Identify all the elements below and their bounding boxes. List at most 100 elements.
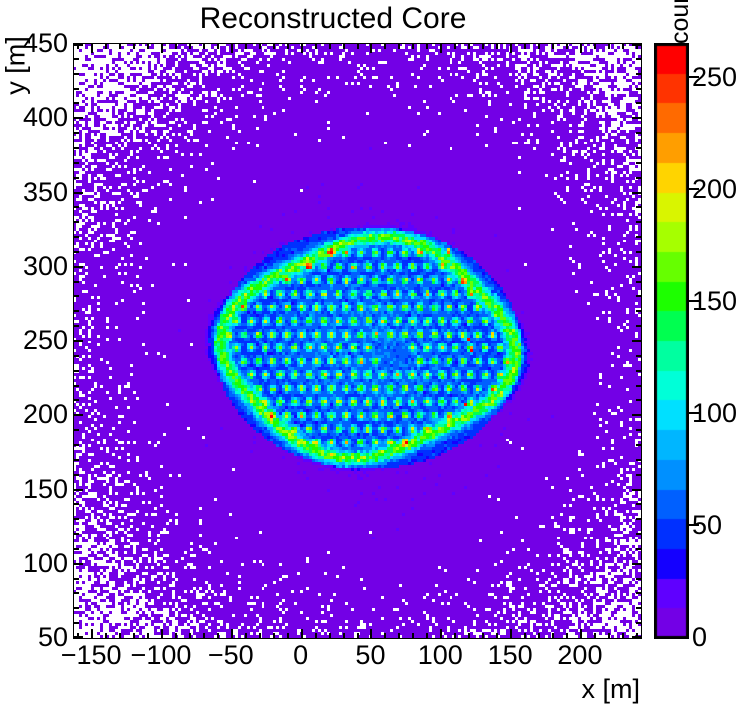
histogram-canvas[interactable] bbox=[74, 44, 641, 638]
tick-mark bbox=[202, 44, 205, 49]
tick-mark bbox=[286, 44, 289, 49]
tick-mark bbox=[216, 44, 219, 49]
tick-mark bbox=[244, 633, 247, 638]
y-axis-title: y [m] bbox=[0, 36, 31, 95]
tick-mark bbox=[632, 340, 641, 342]
tick-mark bbox=[636, 429, 641, 432]
tick-mark bbox=[412, 633, 415, 638]
tick-mark bbox=[147, 44, 150, 49]
tick-mark bbox=[328, 633, 331, 638]
tick-mark bbox=[286, 633, 289, 638]
x-tick-label: 100 bbox=[417, 640, 463, 670]
tick-mark bbox=[74, 325, 79, 328]
colorbar-tick-mark bbox=[687, 299, 699, 302]
tick-mark bbox=[74, 577, 79, 580]
x-tick-label: 150 bbox=[487, 640, 533, 670]
tick-mark bbox=[258, 633, 261, 638]
tick-mark bbox=[636, 458, 641, 461]
y-tick-label: 350 bbox=[22, 176, 68, 207]
tick-mark bbox=[74, 547, 79, 550]
tick-mark bbox=[621, 633, 624, 638]
tick-mark bbox=[74, 533, 79, 536]
tick-mark bbox=[147, 633, 150, 638]
chart-title: Reconstructed Core bbox=[199, 2, 467, 35]
x-tick-label: −100 bbox=[130, 640, 192, 670]
tick-mark bbox=[440, 629, 443, 638]
tick-mark bbox=[174, 633, 177, 638]
tick-mark bbox=[579, 629, 582, 638]
tick-mark bbox=[636, 369, 641, 372]
tick-mark bbox=[636, 146, 641, 149]
tick-mark bbox=[454, 44, 457, 49]
tick-mark bbox=[635, 633, 638, 638]
tick-mark bbox=[272, 633, 275, 638]
tick-mark bbox=[74, 384, 79, 387]
y-tick-label: 450 bbox=[22, 28, 68, 58]
plot-area[interactable] bbox=[73, 43, 642, 639]
tick-mark bbox=[482, 44, 485, 49]
tick-mark bbox=[74, 592, 79, 595]
tick-mark bbox=[328, 44, 331, 49]
tick-mark bbox=[74, 102, 79, 105]
tick-mark bbox=[636, 592, 641, 595]
tick-mark bbox=[74, 518, 79, 521]
tick-mark bbox=[188, 44, 191, 49]
tick-mark bbox=[74, 295, 79, 298]
tick-mark bbox=[74, 369, 79, 372]
y-tick-label: 100 bbox=[22, 547, 68, 578]
tick-mark bbox=[565, 44, 568, 49]
tick-mark bbox=[105, 633, 108, 638]
tick-mark bbox=[636, 72, 641, 75]
tick-mark bbox=[370, 44, 373, 53]
tick-mark bbox=[160, 629, 163, 638]
tick-mark bbox=[496, 44, 499, 49]
tick-mark bbox=[636, 547, 641, 550]
tick-mark bbox=[74, 72, 79, 75]
tick-mark bbox=[632, 265, 641, 268]
tick-mark bbox=[636, 236, 641, 239]
tick-mark bbox=[440, 44, 443, 53]
tick-mark bbox=[133, 633, 136, 638]
x-tick-label: 50 bbox=[355, 640, 386, 670]
tick-mark bbox=[510, 629, 513, 638]
tick-mark bbox=[91, 44, 94, 53]
tick-mark bbox=[202, 633, 205, 638]
tick-mark bbox=[370, 629, 373, 638]
colorbar-tick-mark bbox=[687, 75, 699, 78]
tick-mark bbox=[119, 44, 122, 49]
tick-mark bbox=[77, 44, 80, 49]
tick-mark bbox=[538, 633, 541, 638]
tick-mark bbox=[632, 117, 641, 120]
tick-mark bbox=[342, 633, 345, 638]
tick-mark bbox=[74, 310, 79, 313]
colorbar-tick-mark bbox=[687, 523, 699, 526]
colorbar-tick-label: 100 bbox=[692, 397, 738, 428]
tick-mark bbox=[510, 44, 513, 53]
tick-mark bbox=[579, 44, 582, 53]
tick-mark bbox=[74, 429, 79, 432]
y-tick-label: 50 bbox=[37, 622, 68, 652]
tick-mark bbox=[230, 44, 233, 53]
tick-mark bbox=[632, 191, 641, 194]
colorbar-title: count bbox=[666, 0, 694, 44]
tick-mark bbox=[636, 473, 641, 476]
tick-mark bbox=[412, 44, 415, 49]
tick-mark bbox=[74, 488, 83, 491]
tick-mark bbox=[636, 87, 641, 90]
tick-mark bbox=[636, 132, 641, 135]
tick-mark bbox=[636, 384, 641, 387]
tick-mark bbox=[74, 221, 79, 224]
tick-mark bbox=[524, 633, 527, 638]
tick-mark bbox=[636, 295, 641, 298]
tick-mark bbox=[636, 577, 641, 580]
colorbar-tick-mark bbox=[687, 411, 699, 414]
tick-mark bbox=[426, 633, 429, 638]
tick-mark bbox=[174, 44, 177, 49]
tick-mark bbox=[74, 191, 83, 194]
tick-mark bbox=[636, 176, 641, 179]
colorbar[interactable] bbox=[654, 43, 699, 639]
tick-mark bbox=[398, 44, 401, 49]
tick-mark bbox=[636, 325, 641, 328]
tick-mark bbox=[636, 518, 641, 521]
tick-mark bbox=[607, 44, 610, 49]
